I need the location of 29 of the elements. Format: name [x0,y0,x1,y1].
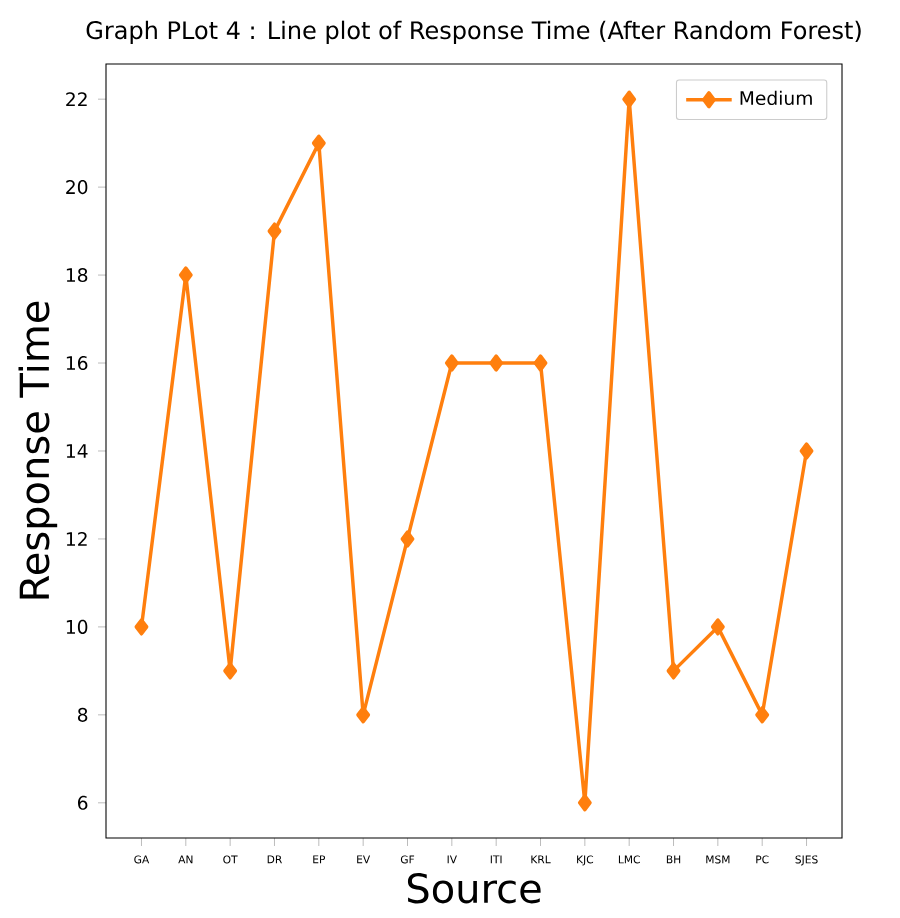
point [666,662,681,680]
y-axis-title: Response Time [18,301,58,599]
y-tick-label: 14 [66,444,88,458]
point [489,354,504,372]
point [267,222,282,240]
point [400,530,415,548]
y-tick-label: 8 [77,707,88,722]
point [178,266,193,284]
point [134,618,149,636]
point [755,706,770,724]
point [356,706,371,724]
point [311,134,326,152]
y-tick-label: 20 [66,180,88,195]
point [577,794,592,812]
y-tick-label: 16 [66,355,88,371]
legend-label: Medium [740,90,812,106]
y-tick-label: 22 [66,92,87,107]
point [533,354,548,372]
point [444,354,459,372]
chart-title: Graph PLot 4 : Line plot of Response Time (After Random Forest) [86,20,861,44]
y-tick-label: 12 [66,532,87,546]
y-tick-label: 6 [78,795,88,810]
x-axis-title: Source [407,873,541,904]
point [799,442,814,460]
point [622,90,637,108]
point [710,618,725,636]
point [223,662,238,680]
y-tick-label: 18 [66,268,88,283]
y-tick-label: 10 [66,619,88,634]
